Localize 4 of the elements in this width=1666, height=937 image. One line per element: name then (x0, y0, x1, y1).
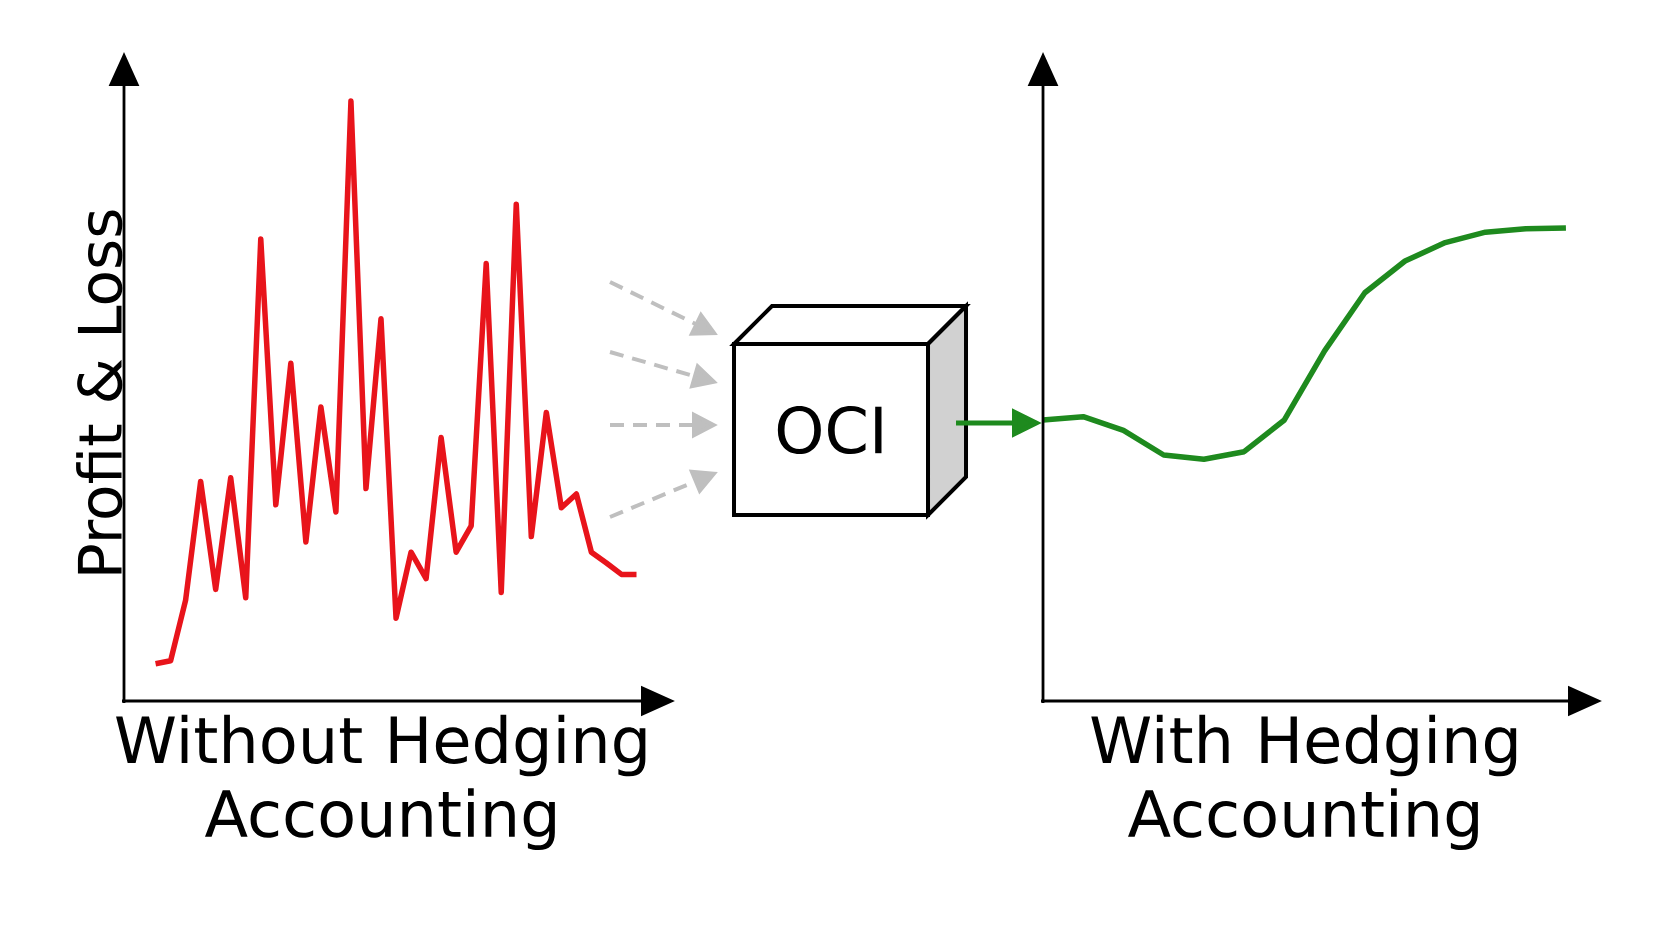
text: OCI (777, 405, 882, 455)
y-axis-title: Profit & Loss (76, 210, 123, 574)
x-axis-title: Without Hedging Accounting (116, 714, 646, 851)
x-axis-title: With Hedging Accounting (1091, 714, 1517, 851)
